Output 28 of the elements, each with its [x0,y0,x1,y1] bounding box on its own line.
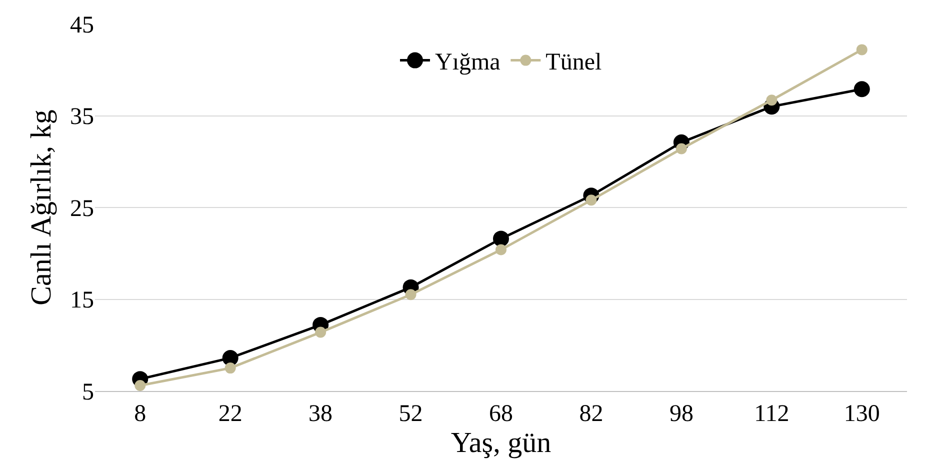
legend-label: Tünel [546,50,602,76]
point [856,44,868,56]
point [766,94,778,106]
point [676,143,687,154]
point [405,289,416,300]
x-axis-title: Yaş, gün [450,426,552,459]
x-tick-label: 82 [579,400,604,427]
x-tick-label: 112 [754,400,790,427]
point [224,362,236,374]
point [496,244,506,256]
x-tick-label: 130 [844,400,880,427]
y-tick-label: 45 [70,12,94,38]
y-tick-label: 5 [82,379,94,406]
x-tick-label: 8 [134,400,146,427]
y-tick-label: 15 [70,288,94,314]
point [134,380,146,391]
x-tick-label: 68 [489,400,513,427]
x-tick-label: 52 [398,400,423,427]
x-tick-label: 38 [308,400,333,427]
y-tick-label: 25 [70,196,94,222]
y-tick-label: 35 [70,104,94,130]
point [493,230,509,247]
point [854,81,870,98]
x-tick-label: 98 [669,400,694,427]
y-axis-title: Canlı Ağırlık, kg [25,110,58,306]
x-tick-label: 22 [218,400,242,427]
point [315,326,326,338]
legend-label: Yığma [435,50,501,76]
